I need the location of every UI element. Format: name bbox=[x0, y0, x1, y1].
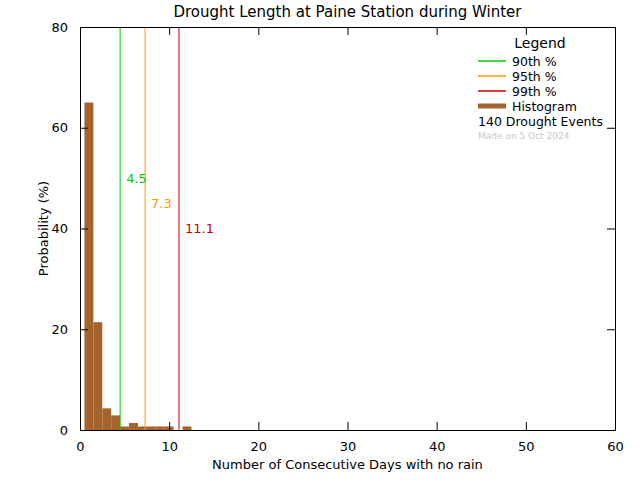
tick-mark bbox=[169, 422, 170, 430]
tick: 10 bbox=[161, 422, 178, 454]
tick-mark bbox=[526, 27, 527, 35]
tick-mark bbox=[437, 27, 438, 35]
x-axis-top bbox=[81, 27, 616, 35]
tick-mark bbox=[80, 128, 88, 129]
tick-mark bbox=[437, 422, 438, 430]
axis-line bbox=[81, 430, 616, 431]
x-axis: 0 10 20 30 40 50 60 bbox=[76, 422, 623, 454]
histogram-bar bbox=[111, 415, 120, 430]
tick-mark bbox=[348, 27, 349, 35]
tick-label: 10 bbox=[161, 439, 178, 454]
tick-label: 0 bbox=[60, 423, 68, 438]
title: Drought Length at Paine Station during W… bbox=[173, 3, 522, 21]
tick-label: 20 bbox=[51, 322, 68, 337]
tick-mark bbox=[607, 27, 615, 28]
chart: 4.5 7.3 11.1 0 10 20 30 40 50 60 0 20 40 60 80 Drought … bbox=[0, 0, 640, 480]
legend-label: 99th % bbox=[512, 84, 557, 99]
tick-mark bbox=[80, 229, 88, 230]
tick: 20 bbox=[51, 322, 88, 337]
tick: 50 bbox=[518, 422, 535, 454]
tick: 80 bbox=[51, 20, 88, 35]
percentile-line bbox=[145, 27, 146, 430]
tick bbox=[607, 329, 615, 330]
tick: 60 bbox=[51, 120, 88, 135]
tick-mark bbox=[258, 27, 259, 35]
annotation: Made on 5 Oct 2024 bbox=[478, 131, 570, 141]
tick bbox=[526, 27, 527, 35]
histogram-bar bbox=[174, 430, 183, 431]
percentile-label: 11.1 bbox=[185, 221, 214, 236]
histogram-bar bbox=[102, 408, 111, 430]
y-axis: 0 20 40 60 80 bbox=[51, 20, 88, 438]
histogram-bar bbox=[93, 322, 102, 430]
y-axis-right bbox=[607, 28, 616, 431]
percentile-label: 7.3 bbox=[151, 196, 172, 211]
tick-label: 60 bbox=[51, 120, 68, 135]
tick-mark bbox=[80, 430, 88, 431]
tick-mark bbox=[607, 329, 615, 330]
legend-swatch bbox=[478, 104, 506, 109]
tick bbox=[607, 128, 615, 129]
tick-mark bbox=[169, 27, 170, 35]
tick-label: 50 bbox=[518, 439, 535, 454]
tick-label: 30 bbox=[340, 439, 357, 454]
legend-swatch bbox=[478, 75, 506, 77]
tick bbox=[607, 229, 615, 230]
tick-mark bbox=[607, 430, 615, 431]
axis-line bbox=[615, 28, 616, 431]
annotation: 140 Drought Events bbox=[478, 114, 603, 129]
tick-label: 60 bbox=[607, 439, 624, 454]
tick-mark bbox=[348, 422, 349, 430]
tick-label: 80 bbox=[51, 20, 68, 35]
legend-title: Legend bbox=[514, 35, 565, 51]
legend-swatch bbox=[478, 90, 506, 92]
tick-label: 20 bbox=[251, 439, 268, 454]
x-axis-title: Number of Consecutive Days with no rain bbox=[212, 457, 483, 472]
histogram-bar bbox=[183, 426, 192, 430]
tick-label: 40 bbox=[51, 221, 68, 236]
data-area bbox=[84, 27, 191, 430]
percentile-label: 4.5 bbox=[126, 171, 147, 186]
tick-label: 0 bbox=[76, 439, 84, 454]
tick-mark bbox=[607, 229, 615, 230]
histogram-bar bbox=[120, 426, 129, 430]
histogram-bar bbox=[156, 426, 165, 430]
tick bbox=[607, 27, 615, 28]
legend: Legend 90th %95th %99th %Histogram140 Dro… bbox=[478, 35, 603, 141]
background bbox=[0, 0, 640, 480]
tick-mark bbox=[80, 27, 88, 28]
tick: 40 bbox=[51, 221, 88, 236]
tick: 40 bbox=[429, 422, 446, 454]
tick-mark bbox=[607, 128, 615, 129]
tick bbox=[607, 430, 615, 431]
percentile-line bbox=[178, 27, 179, 430]
y-axis-title: Probability (%) bbox=[36, 181, 51, 276]
tick: 0 bbox=[60, 423, 88, 438]
tick-mark bbox=[526, 422, 527, 430]
tick bbox=[169, 27, 170, 35]
legend-label: Histogram bbox=[512, 99, 577, 114]
legend-swatch bbox=[478, 60, 506, 62]
tick-label: 40 bbox=[429, 439, 446, 454]
tick bbox=[437, 27, 438, 35]
tick: 20 bbox=[251, 422, 268, 454]
percentile-line bbox=[120, 27, 121, 430]
plot: 4.5 7.3 11.1 0 10 20 30 40 50 60 0 20 40 60 80 bbox=[51, 20, 623, 455]
tick-mark bbox=[258, 422, 259, 430]
legend-label: 90th % bbox=[512, 54, 557, 69]
tick bbox=[258, 27, 259, 35]
tick-mark bbox=[80, 329, 88, 330]
histogram-bar bbox=[129, 423, 138, 430]
tick: 30 bbox=[340, 422, 357, 454]
legend-label: 95th % bbox=[512, 69, 557, 84]
tick bbox=[348, 27, 349, 35]
histogram-bar bbox=[147, 426, 156, 430]
histogram-bar bbox=[84, 103, 93, 430]
